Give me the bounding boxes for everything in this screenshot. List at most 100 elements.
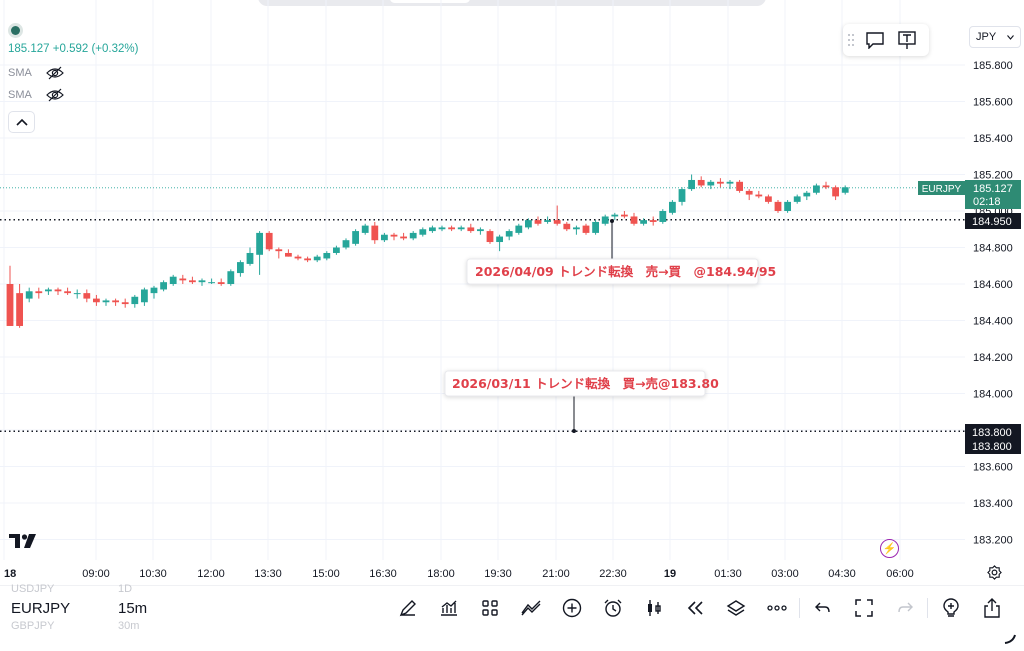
- time-axis[interactable]: 18 09:00 10:30 12:00 13:30 15:00 16:30 18:00 19:…: [4, 568, 914, 580]
- chevron-up-icon: [15, 118, 28, 126]
- line-price-text-2a: 183.800: [972, 427, 1012, 439]
- symbol-selector[interactable]: EURJPY: [11, 600, 71, 617]
- tradingview-logo[interactable]: [9, 533, 37, 552]
- note-anchor-2[interactable]: [572, 429, 576, 433]
- candle: [217, 278, 225, 286]
- chart-indicator-icon[interactable]: [428, 594, 469, 622]
- candle: [429, 225, 436, 233]
- price-axis[interactable]: 185.800185.600185.400185.200185.000184.8…: [973, 60, 1013, 547]
- interval-selector[interactable]: 15m: [118, 600, 148, 617]
- candle: [285, 249, 292, 257]
- price-tick-label: 183.400: [973, 498, 1013, 510]
- candle: [457, 225, 465, 232]
- candle: [198, 278, 206, 286]
- last-price-text: 185.127: [973, 183, 1013, 195]
- plus-circle-icon[interactable]: [551, 594, 592, 622]
- time-tick-label: 06:00: [886, 568, 914, 580]
- eye-off-icon[interactable]: [45, 88, 64, 102]
- note-anchor-1[interactable]: [610, 219, 614, 223]
- legend-price-change: 185.127 +0.592 (+0.32%): [8, 43, 139, 55]
- candle: [121, 298, 129, 308]
- candle: [765, 194, 772, 204]
- candle: [313, 254, 321, 263]
- share-icon[interactable]: [971, 594, 1012, 622]
- candle: [294, 254, 302, 261]
- line-price-tag-183800: 183.800 183.800: [965, 424, 1021, 454]
- candle: [611, 212, 619, 221]
- candle: [544, 216, 551, 224]
- candle: [6, 265, 14, 326]
- candle: [179, 274, 187, 284]
- candle: [102, 298, 110, 306]
- candles-icon[interactable]: [633, 594, 674, 622]
- redo-icon[interactable]: [884, 594, 925, 622]
- eye-off-icon[interactable]: [45, 66, 64, 80]
- note-box-1[interactable]: [466, 258, 759, 285]
- comment-button[interactable]: [859, 24, 891, 56]
- replay-icon[interactable]: [674, 594, 715, 622]
- price-tick-label: 184.000: [973, 389, 1013, 401]
- top-handle: [258, 0, 766, 6]
- candle: [726, 179, 734, 190]
- candles-series: [6, 174, 849, 328]
- time-tick-label: 19:30: [484, 568, 512, 580]
- tradingview-logo-icon: [9, 534, 36, 548]
- candle: [141, 287, 148, 306]
- candle: [736, 179, 743, 193]
- note-box-2[interactable]: [444, 370, 706, 397]
- candle: [333, 245, 340, 255]
- drag-handle-icon[interactable]: [843, 34, 859, 46]
- text-tool-button[interactable]: [891, 24, 923, 56]
- alarm-icon[interactable]: [592, 594, 633, 622]
- candle: [169, 274, 177, 286]
- bulb-icon[interactable]: [930, 594, 971, 622]
- price-tick-label: 183.600: [973, 462, 1013, 474]
- candle: [841, 185, 849, 195]
- time-tick-label: 04:30: [828, 568, 856, 580]
- candle: [525, 218, 532, 230]
- legend-collapse-button[interactable]: [8, 111, 35, 133]
- candle: [45, 287, 52, 295]
- layers-icon[interactable]: [715, 594, 756, 622]
- candle: [822, 181, 830, 190]
- price-tick-label: 185.200: [973, 170, 1013, 182]
- time-tick-label: 16:30: [369, 568, 397, 580]
- candle: [534, 216, 542, 226]
- comment-icon: [866, 32, 884, 49]
- time-tick-label: 18: [4, 568, 16, 580]
- interval-picker-option-above[interactable]: 1D: [118, 583, 133, 595]
- candle: [304, 256, 311, 263]
- indicator-row-sma-1[interactable]: SMA: [8, 62, 138, 84]
- gear-icon[interactable]: [987, 565, 1002, 580]
- lightning-icon[interactable]: ⚡: [880, 539, 899, 558]
- more-icon[interactable]: [756, 594, 797, 622]
- candle: [265, 231, 273, 252]
- candle: [227, 269, 235, 286]
- time-tick-label: 01:30: [714, 568, 742, 580]
- candle: [515, 223, 523, 235]
- grid-icon[interactable]: [469, 594, 510, 622]
- candle: [361, 223, 369, 235]
- indicator-row-sma-2[interactable]: SMA: [8, 84, 138, 106]
- symbol-picker-option-above[interactable]: USDJPY: [11, 583, 55, 595]
- chart-legend: 185.127 +0.592 (+0.32%) SMA SMA: [8, 26, 138, 133]
- compare-icon[interactable]: [510, 594, 551, 622]
- undo-icon[interactable]: [802, 594, 843, 622]
- candle: [640, 218, 647, 226]
- candle: [342, 238, 350, 250]
- time-tick-label: 09:00: [82, 568, 110, 580]
- candle: [237, 260, 244, 277]
- candle: [275, 247, 283, 259]
- interval-picker-option-below[interactable]: 30m: [118, 620, 140, 632]
- price-tick-label: 185.400: [973, 133, 1013, 145]
- candle: [150, 285, 158, 299]
- symbol-picker-option-below[interactable]: GBPJPY: [11, 620, 55, 632]
- currency-select[interactable]: JPY: [969, 26, 1021, 48]
- chart-canvas[interactable]: 2026/04/09 トレンド転換 売→買 @184.94/95 2026/03…: [0, 0, 1024, 585]
- candle: [371, 221, 379, 244]
- fullscreen-icon[interactable]: [843, 594, 884, 622]
- candle: [601, 214, 609, 226]
- pen-icon[interactable]: [387, 594, 428, 622]
- candle: [83, 289, 91, 303]
- candle: [774, 200, 782, 213]
